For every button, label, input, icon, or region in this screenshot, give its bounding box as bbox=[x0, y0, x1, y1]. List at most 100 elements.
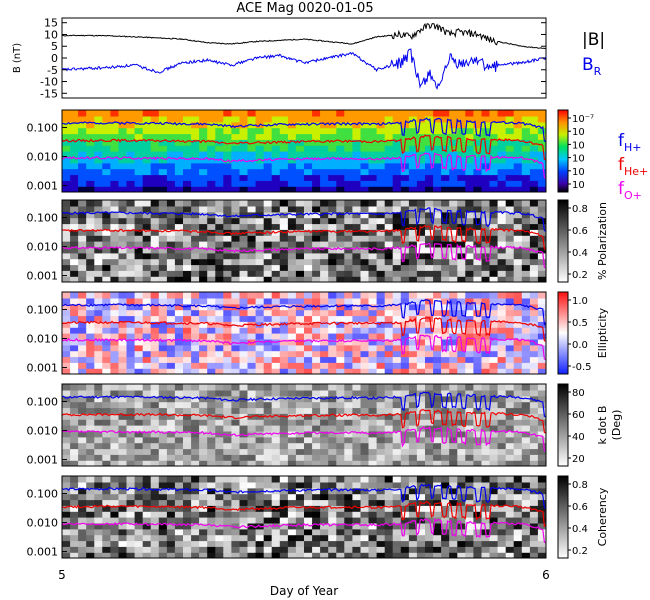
ellipticity-cell bbox=[263, 333, 273, 340]
coherency-cell bbox=[287, 511, 297, 518]
coherency-cell bbox=[78, 546, 87, 553]
kdotb-cell bbox=[328, 436, 337, 444]
kdotb-cell bbox=[94, 407, 103, 414]
polarization-cell bbox=[449, 246, 458, 254]
polarization-cell bbox=[368, 235, 378, 242]
polarization-cell bbox=[360, 205, 370, 213]
spectrum-cell bbox=[457, 180, 466, 187]
polarization-cell bbox=[94, 276, 103, 282]
spectrum-cell bbox=[247, 151, 257, 158]
kdotb-cell bbox=[304, 460, 313, 466]
ellipticity-cell bbox=[368, 309, 378, 317]
coherency-cell bbox=[416, 511, 426, 518]
spectrum-cell bbox=[70, 110, 79, 117]
kdotb-cell bbox=[328, 442, 337, 450]
ellipticity-cell bbox=[416, 350, 426, 358]
ellipticity-cell bbox=[134, 292, 144, 299]
ellipticity-cell bbox=[174, 297, 184, 305]
kdotb-cell bbox=[505, 389, 515, 397]
ellipticity-cell bbox=[271, 292, 281, 299]
polarization-cell bbox=[537, 229, 546, 236]
kdotb-cell bbox=[304, 425, 313, 432]
polarization-cell bbox=[62, 264, 71, 271]
coherency-cell bbox=[223, 517, 232, 524]
spectrum-cell bbox=[320, 180, 329, 187]
kdotb-cell bbox=[86, 419, 95, 426]
coherency-cell bbox=[328, 493, 337, 501]
coherency-cell bbox=[320, 522, 329, 530]
kdotb-cell bbox=[336, 407, 345, 414]
ellipticity-cell bbox=[425, 338, 434, 346]
coherency-cell bbox=[320, 499, 329, 506]
coherency-cell bbox=[166, 517, 176, 524]
polarization-cell bbox=[62, 276, 71, 282]
kdotb-cell bbox=[118, 384, 128, 391]
spectrum-cell bbox=[231, 174, 241, 181]
spectrum-cell bbox=[174, 110, 184, 117]
kdotb-cell bbox=[473, 425, 483, 432]
ellipticity-cell bbox=[400, 362, 410, 369]
ellipticity-cell bbox=[215, 321, 224, 328]
polarization-cell bbox=[328, 241, 337, 248]
coherency-cell bbox=[537, 476, 546, 483]
ellipticity-cell bbox=[199, 315, 208, 322]
spectrum-cell bbox=[441, 139, 450, 146]
coherency-cell bbox=[312, 493, 321, 501]
coherency-cell bbox=[191, 522, 200, 530]
spectrum-cbar-tick-label: 10 bbox=[572, 154, 585, 165]
polarization-cell bbox=[368, 246, 378, 254]
polarization-cell bbox=[62, 241, 71, 248]
polarization-cell bbox=[223, 205, 232, 213]
polarization-cell bbox=[505, 205, 515, 213]
coherency-cell bbox=[505, 528, 515, 536]
kdotb-cell bbox=[473, 395, 483, 403]
ellipticity-cell bbox=[368, 356, 378, 363]
coherency-cell bbox=[433, 540, 442, 547]
ellipticity-cell bbox=[94, 356, 103, 363]
spectrum-cell bbox=[118, 110, 128, 117]
ellipticity-cell bbox=[94, 327, 103, 334]
coherency-cell bbox=[408, 493, 418, 501]
polarization-cell bbox=[263, 276, 273, 282]
kdotb-cell bbox=[352, 407, 362, 414]
polarization-cell bbox=[344, 258, 353, 266]
coherency-cell bbox=[207, 534, 216, 542]
coherency-colorbar bbox=[557, 475, 569, 559]
ellipticity-cell bbox=[457, 362, 466, 369]
ellipticity-cell bbox=[449, 350, 458, 358]
polarization-cell bbox=[191, 252, 200, 260]
kdotb-cell bbox=[78, 454, 87, 461]
ellipticity-heatmap bbox=[62, 292, 546, 374]
kdotb-cell bbox=[513, 448, 523, 455]
kdotb-cell bbox=[94, 454, 103, 461]
coherency-cell bbox=[271, 493, 281, 501]
kdotb-cell bbox=[320, 389, 329, 397]
polarization-cell bbox=[142, 205, 152, 213]
coherency-cell bbox=[352, 546, 362, 553]
coherency-cell bbox=[223, 481, 232, 489]
kdotb-cell bbox=[118, 401, 128, 409]
ellipticity-cell bbox=[239, 292, 249, 299]
spectrum-cell bbox=[207, 180, 216, 187]
kdotb-cell bbox=[416, 413, 426, 420]
kdotb-ytick-label: 0.100 bbox=[27, 395, 59, 408]
polarization-cell bbox=[118, 211, 128, 219]
ellipticity-cell bbox=[497, 350, 507, 358]
ellipticity-cell bbox=[320, 327, 329, 334]
polarization-cell bbox=[344, 276, 353, 282]
ellipticity-cell bbox=[513, 344, 523, 352]
ellipticity-cell bbox=[360, 333, 370, 340]
polarization-cell bbox=[513, 264, 523, 271]
kdotb-cell bbox=[118, 436, 128, 444]
polarization-cell bbox=[352, 246, 362, 254]
polarization-cell bbox=[295, 211, 305, 219]
ellipticity-cell bbox=[70, 321, 79, 328]
ellipticity-cell bbox=[433, 344, 442, 352]
kdotb-cell bbox=[449, 419, 458, 426]
ellipticity-cell bbox=[376, 350, 386, 358]
polarization-cell bbox=[287, 252, 297, 260]
ellipticity-cell bbox=[231, 321, 241, 328]
coherency-cell bbox=[279, 528, 289, 536]
polarization-cell bbox=[207, 270, 216, 277]
ellipticity-cell bbox=[287, 344, 297, 352]
